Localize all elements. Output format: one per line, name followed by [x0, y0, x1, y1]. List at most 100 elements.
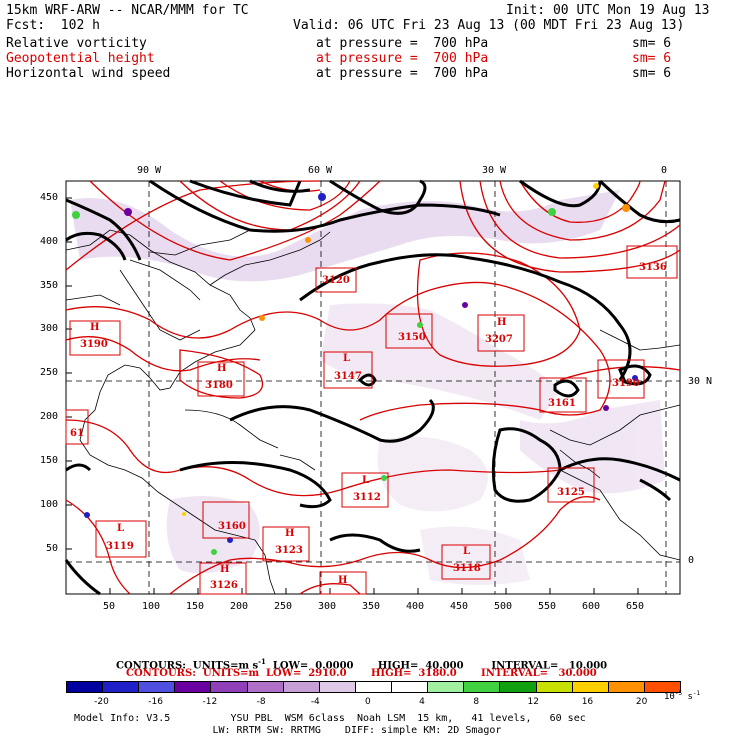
model-info-line1: Model Info: V3.5 YSU PBL WSM 6class Noah… — [74, 713, 586, 724]
lat-label-0: 0 — [688, 555, 695, 566]
colorbar-units: 10-5 s-1 — [664, 690, 701, 702]
center-type: L — [343, 353, 351, 364]
colorbar-cell — [318, 681, 356, 693]
colorbar-label: 0 — [365, 697, 371, 707]
colorbar-label: 8 — [473, 697, 480, 707]
colorbar-cell — [643, 681, 681, 693]
center-value: 3118 — [453, 563, 481, 574]
field-3-name: Horizontal wind speed — [6, 66, 171, 81]
colorbar-cell — [535, 681, 573, 693]
field-2-name: Geopotential height — [6, 51, 155, 66]
center-value: 3119 — [106, 541, 134, 552]
center-value: 3123 — [275, 545, 303, 556]
center-type: L — [117, 523, 125, 534]
center-type: H — [497, 317, 507, 328]
field-1-level: at pressure = 700 hPa — [316, 36, 489, 51]
colorbar-cell — [607, 681, 645, 693]
pressure-center-boxes — [65, 245, 678, 595]
lat-label-30n: 30 N — [688, 376, 713, 387]
vorticity-shading — [70, 190, 665, 585]
center-value: 3125 — [557, 487, 585, 498]
center-type: H — [90, 322, 100, 333]
y-tick: 400 — [40, 236, 59, 247]
x-tick: 200 — [230, 601, 249, 612]
field-2-sm: sm= 6 — [632, 51, 672, 66]
center-value: 3120 — [322, 275, 350, 286]
field-1-name: Relative vorticity — [6, 36, 147, 51]
colorbar-cell — [354, 681, 393, 693]
field-3-sm: sm= 6 — [632, 66, 672, 81]
contour-info-height: CONTOURS: UNITS=m LOW= 2910.0 HIGH= 3180… — [126, 668, 597, 679]
lon-label-90w: 90 W — [137, 165, 162, 176]
wind-speed-contours — [64, 179, 681, 596]
colorbar-cell — [571, 681, 609, 693]
map-frame — [65, 180, 681, 595]
lon-label-0: 0 — [661, 165, 668, 176]
y-tick: 200 — [40, 411, 59, 422]
valid-time: Valid: 06 UTC Fri 23 Aug 13 (00 MDT Fri … — [293, 18, 685, 33]
y-tick: 50 — [46, 543, 59, 554]
x-tick: 650 — [626, 601, 645, 612]
colorbar-label: -16 — [148, 697, 163, 707]
lon-label-60w: 60 W — [308, 165, 333, 176]
center-value: 3180 — [205, 380, 233, 391]
colorbar-cell — [66, 681, 104, 693]
contour-info-wind: CONTOURS: UNITS=m s-1 LOW= 0.0000 HIGH= … — [116, 657, 608, 672]
field-2-level: at pressure = 700 hPa — [316, 51, 489, 66]
axis-ticks — [66, 197, 639, 594]
colorbar-cell — [246, 681, 284, 693]
colorbar-cell — [391, 681, 429, 693]
colorbar-cell — [210, 681, 248, 693]
colorbar-label: 20 — [635, 697, 648, 707]
center-value: 61 — [70, 428, 84, 439]
init-time: Init: 00 UTC Mon 19 Aug 13 — [506, 3, 710, 18]
center-value: 3147 — [334, 371, 362, 382]
colorbar-cell — [427, 681, 465, 693]
center-value: 3126 — [210, 580, 238, 591]
coastlines — [65, 229, 681, 595]
colorbar-cell — [463, 681, 501, 693]
colorbar-label: -12 — [202, 697, 218, 707]
field-3-level: at pressure = 700 hPa — [316, 66, 489, 81]
y-tick: 250 — [40, 367, 59, 378]
model-info-line2: LW: RRTM SW: RRTMG DIFF: simple KM: 2D S… — [74, 725, 502, 736]
center-value: 3161 — [548, 398, 576, 409]
center-value: 3190 — [80, 339, 108, 350]
y-tick: 450 — [40, 192, 59, 203]
center-value: 3207 — [485, 334, 513, 345]
colorbar-label: -8 — [256, 697, 266, 707]
colorbar-label: -4 — [310, 697, 320, 707]
x-tick: 400 — [406, 601, 425, 612]
center-type: L — [463, 546, 471, 557]
center-value: 3150 — [398, 332, 426, 343]
colorbar-cell — [102, 681, 140, 693]
center-value: 3190 — [612, 378, 640, 389]
height-contours — [65, 180, 681, 595]
colorbar-label: 12 — [527, 697, 539, 707]
x-tick: 450 — [450, 601, 469, 612]
y-tick: 100 — [40, 499, 59, 510]
center-value: 3136 — [639, 262, 667, 273]
x-tick: 600 — [582, 601, 601, 612]
x-tick: 350 — [362, 601, 381, 612]
colorbar-label: -20 — [94, 697, 109, 707]
y-tick: 300 — [40, 323, 59, 334]
center-type: H — [285, 528, 295, 539]
x-tick: 500 — [494, 601, 513, 612]
y-tick: 150 — [40, 455, 59, 466]
forecast-hour: Fcst: 102 h — [6, 18, 100, 33]
x-tick: 300 — [318, 601, 337, 612]
center-type: H — [217, 363, 227, 374]
field-1-sm: sm= 6 — [632, 36, 672, 51]
lon-label-30w: 30 W — [482, 165, 507, 176]
x-tick: 150 — [186, 601, 205, 612]
center-value: 3112 — [353, 492, 381, 503]
center-type: L — [362, 475, 370, 486]
latlon-grid — [66, 181, 680, 594]
colorbar-cell — [174, 681, 212, 693]
y-tick: 350 — [40, 280, 59, 291]
x-tick: 50 — [103, 601, 116, 612]
colorbar-cell — [138, 681, 176, 693]
colorbar-cell — [499, 681, 537, 693]
